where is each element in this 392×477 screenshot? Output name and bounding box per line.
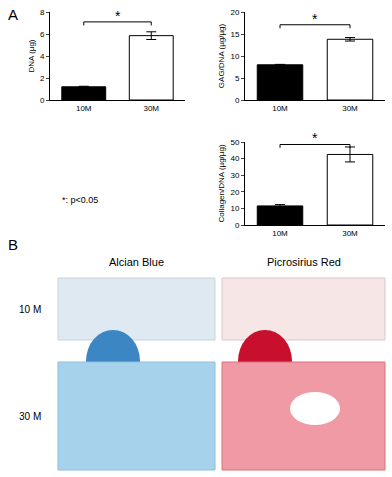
svg-text:B: B — [8, 236, 18, 253]
svg-text:Collagen/DNA (µg/µg): Collagen/DNA (µg/µg) — [217, 144, 226, 222]
svg-text:0: 0 — [235, 96, 240, 105]
svg-text:10M: 10M — [76, 104, 92, 113]
svg-text:0: 0 — [40, 96, 45, 105]
svg-text:40: 40 — [230, 154, 239, 163]
svg-text:10M: 10M — [272, 229, 288, 238]
svg-text:A: A — [8, 6, 18, 23]
svg-text:15: 15 — [230, 30, 239, 39]
svg-text:4: 4 — [40, 52, 45, 61]
svg-text:5: 5 — [235, 74, 240, 83]
svg-text:30 M: 30 M — [19, 411, 41, 422]
svg-text:8: 8 — [40, 8, 45, 17]
svg-text:6: 6 — [40, 30, 45, 39]
svg-text:10 M: 10 M — [19, 304, 41, 315]
svg-text:20: 20 — [230, 8, 239, 17]
svg-text:20: 20 — [230, 188, 239, 197]
svg-text:50: 50 — [230, 138, 239, 147]
svg-text:10: 10 — [230, 204, 239, 213]
svg-text:10: 10 — [230, 52, 239, 61]
svg-text:*: * — [115, 8, 121, 24]
svg-text:30M: 30M — [342, 229, 358, 238]
svg-text:*: p<0.05: *: p<0.05 — [62, 195, 98, 205]
svg-text:30M: 30M — [143, 104, 159, 113]
svg-text:*: * — [312, 130, 318, 146]
svg-text:*: * — [312, 11, 318, 27]
svg-text:DNA (µg): DNA (µg) — [27, 39, 36, 72]
svg-text:Alcian Blue: Alcian Blue — [109, 256, 164, 268]
svg-text:10M: 10M — [272, 104, 288, 113]
svg-text:2: 2 — [40, 74, 45, 83]
svg-text:0: 0 — [235, 221, 240, 230]
svg-text:GAG/DNA (µg/µg): GAG/DNA (µg/µg) — [217, 23, 226, 88]
svg-text:Picrosirius Red: Picrosirius Red — [267, 256, 341, 268]
svg-text:30: 30 — [230, 171, 239, 180]
svg-text:30M: 30M — [342, 104, 358, 113]
